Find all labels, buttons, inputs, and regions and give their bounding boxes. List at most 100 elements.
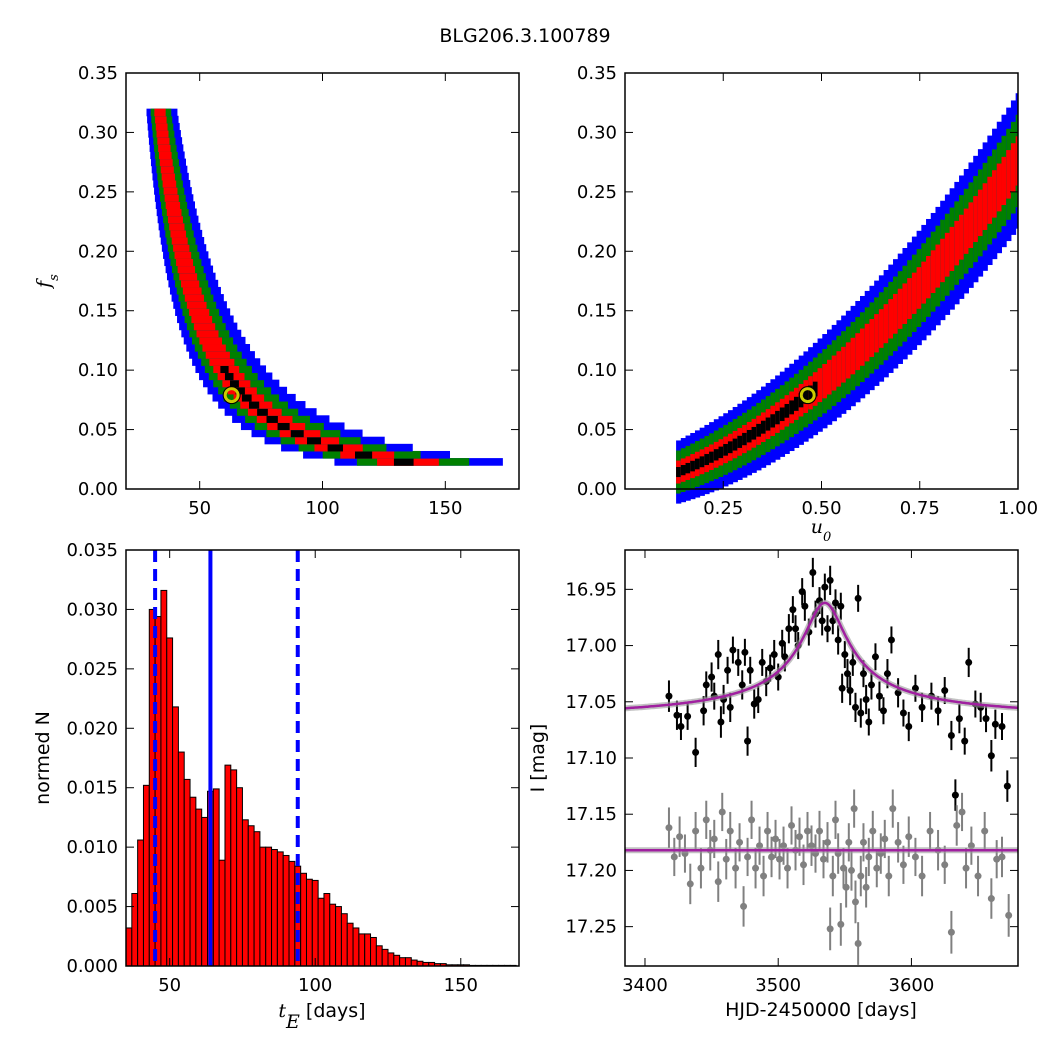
histogram-bar bbox=[305, 878, 313, 967]
residual-point bbox=[804, 827, 812, 835]
histogram-bar bbox=[323, 892, 331, 967]
histogram-bar bbox=[346, 922, 354, 967]
residual-point bbox=[665, 824, 673, 832]
histogram-bar bbox=[131, 892, 139, 967]
contour-inner-cell bbox=[156, 130, 169, 138]
contour-best-cell bbox=[808, 385, 814, 401]
residual-point bbox=[823, 838, 831, 846]
data-point bbox=[837, 602, 845, 610]
contour-inner-cell bbox=[205, 351, 230, 359]
x-tick-label: 0.25 bbox=[703, 498, 743, 519]
contour-inner-cell bbox=[179, 272, 198, 281]
data-point bbox=[867, 681, 875, 689]
y-tick-label: 0.10 bbox=[577, 360, 617, 381]
data-point bbox=[871, 653, 879, 661]
contour-inner-cell bbox=[878, 309, 885, 348]
y-tick-label: 0.00 bbox=[577, 479, 617, 500]
data-point bbox=[717, 718, 725, 726]
contour-inner-cell bbox=[158, 144, 171, 152]
contour-inner-cell bbox=[182, 286, 202, 295]
y-tick-label: 17.05 bbox=[565, 692, 617, 713]
contour-inner-cell bbox=[193, 322, 216, 331]
histogram-bar bbox=[381, 948, 389, 967]
residual-point bbox=[881, 835, 889, 843]
y-tick-label: 17.00 bbox=[565, 636, 617, 657]
histogram-bar bbox=[125, 927, 133, 967]
residual-point bbox=[953, 821, 961, 829]
histogram-bar bbox=[195, 808, 203, 967]
data-point bbox=[744, 737, 752, 745]
residual-point bbox=[772, 835, 780, 843]
residual-point bbox=[726, 827, 734, 835]
contour-inner-cell bbox=[982, 183, 988, 230]
contour-inner-cell bbox=[164, 194, 179, 202]
contour-best-cell bbox=[779, 407, 786, 422]
contour-best-cell bbox=[793, 396, 800, 411]
residual-point bbox=[842, 883, 850, 891]
y-tick-label: 0.15 bbox=[78, 301, 118, 322]
contour-best-cell bbox=[760, 420, 767, 434]
residual-point bbox=[760, 872, 768, 880]
contour-inner-cell bbox=[883, 304, 889, 344]
data-point bbox=[673, 711, 681, 719]
residual-point bbox=[800, 861, 808, 869]
histogram-bar bbox=[300, 872, 307, 967]
residual-point bbox=[865, 853, 873, 861]
data-point bbox=[982, 715, 990, 723]
residual-point bbox=[845, 838, 853, 846]
contour-inner-cell bbox=[1015, 136, 1019, 186]
figure-title: BLG206.3.100789 bbox=[439, 25, 610, 47]
data-point bbox=[831, 599, 839, 607]
y-tick-label: 0.000 bbox=[66, 956, 118, 977]
contour-inner-cell bbox=[196, 329, 219, 338]
contour-inner-cell bbox=[162, 179, 177, 188]
data-point bbox=[708, 673, 716, 681]
residual-point bbox=[676, 833, 684, 841]
contour-best-cell bbox=[249, 401, 260, 409]
contour-inner-cell bbox=[963, 208, 969, 254]
data-point bbox=[918, 703, 926, 711]
data-point bbox=[766, 664, 774, 672]
contour-inner-cell bbox=[864, 323, 870, 362]
residual-point bbox=[776, 855, 784, 863]
data-point bbox=[801, 602, 809, 610]
histogram-bar bbox=[358, 933, 366, 967]
data-point bbox=[792, 625, 800, 633]
residual-point bbox=[993, 855, 1001, 863]
residual-point bbox=[670, 853, 678, 861]
contour-best-cell bbox=[756, 423, 762, 437]
data-point bbox=[809, 568, 817, 576]
data-point bbox=[677, 723, 685, 731]
residual-point bbox=[697, 864, 705, 872]
contour-best-cell bbox=[723, 444, 729, 456]
histogram-bar bbox=[311, 879, 319, 967]
contour-best-cell bbox=[235, 386, 245, 395]
data-point bbox=[785, 625, 793, 633]
contour-best-cell bbox=[742, 432, 748, 446]
y-tick-label: 0.005 bbox=[66, 897, 118, 918]
contour-inner-cell bbox=[850, 337, 856, 375]
y-axis-label: normed N bbox=[32, 711, 54, 805]
contour-best-cell bbox=[355, 450, 373, 459]
histogram-bar bbox=[218, 859, 226, 967]
data-point bbox=[991, 720, 999, 728]
y-tick-label: 0.030 bbox=[66, 599, 118, 620]
data-point bbox=[838, 684, 846, 692]
contour-best-cell bbox=[737, 435, 743, 448]
contour-inner-cell bbox=[893, 293, 899, 334]
contour-inner-cell bbox=[944, 232, 951, 277]
contour-inner-cell bbox=[897, 288, 903, 329]
contour-inner-cell bbox=[186, 301, 207, 309]
contour-inner-cell bbox=[181, 279, 200, 288]
histogram-bar bbox=[172, 706, 179, 967]
contour-inner-cell bbox=[987, 176, 993, 224]
contour-best-cell bbox=[732, 438, 738, 451]
contour-inner-cell bbox=[916, 267, 922, 309]
histogram-bar bbox=[335, 906, 342, 967]
contour-inner-cell bbox=[822, 364, 828, 399]
data-point bbox=[947, 732, 955, 740]
residual-point bbox=[911, 853, 919, 861]
y-tick-label: 17.15 bbox=[565, 804, 617, 825]
best-fit-marker bbox=[799, 387, 816, 404]
data-point bbox=[818, 617, 826, 625]
